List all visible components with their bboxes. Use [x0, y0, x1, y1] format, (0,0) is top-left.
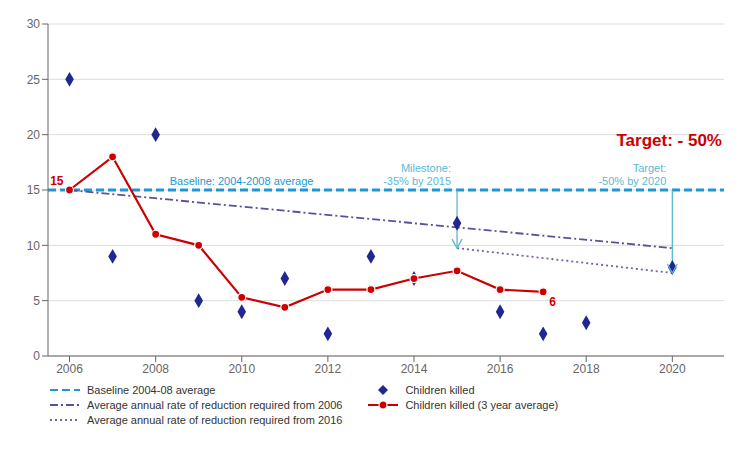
html-text:Children killed: Children killed — [405, 384, 475, 396]
svg-text:2018: 2018 — [573, 362, 600, 376]
svg-text:20: 20 — [27, 128, 41, 142]
svg-text:25: 25 — [27, 73, 41, 87]
svg-text:Baseline: 2004-2008 average: Baseline: 2004-2008 average — [170, 175, 314, 187]
html-text:Baseline 2004-08 average: Baseline 2004-08 average — [87, 384, 216, 396]
svg-text:2008: 2008 — [142, 362, 169, 376]
svg-text:5: 5 — [33, 294, 40, 308]
svg-text:10: 10 — [27, 239, 41, 253]
svg-text:Milestone:-35% by 2015: Milestone:-35% by 2015 — [383, 162, 451, 187]
html-text:Average annual rate of reducti: Average annual rate of reduction require… — [87, 399, 343, 411]
svg-text:Target:-50% by 2020: Target:-50% by 2020 — [598, 162, 666, 187]
svg-text:2012: 2012 — [315, 362, 342, 376]
svg-text:6: 6 — [549, 295, 556, 309]
svg-text:2020: 2020 — [659, 362, 686, 376]
svg-text:2010: 2010 — [228, 362, 255, 376]
svg-text:Target: - 50%: Target: - 50% — [617, 131, 723, 150]
html-text:Children killed (3 year averag: Children killed (3 year average) — [405, 399, 559, 411]
svg-text:2014: 2014 — [401, 362, 428, 376]
svg-text:0: 0 — [33, 349, 40, 363]
html-text:Average annual rate of reducti: Average annual rate of reduction require… — [87, 414, 343, 426]
svg-text:15: 15 — [27, 183, 41, 197]
svg-text:2016: 2016 — [487, 362, 514, 376]
svg-text:30: 30 — [27, 17, 41, 31]
svg-text:2006: 2006 — [56, 362, 83, 376]
svg-text:15: 15 — [50, 174, 64, 188]
